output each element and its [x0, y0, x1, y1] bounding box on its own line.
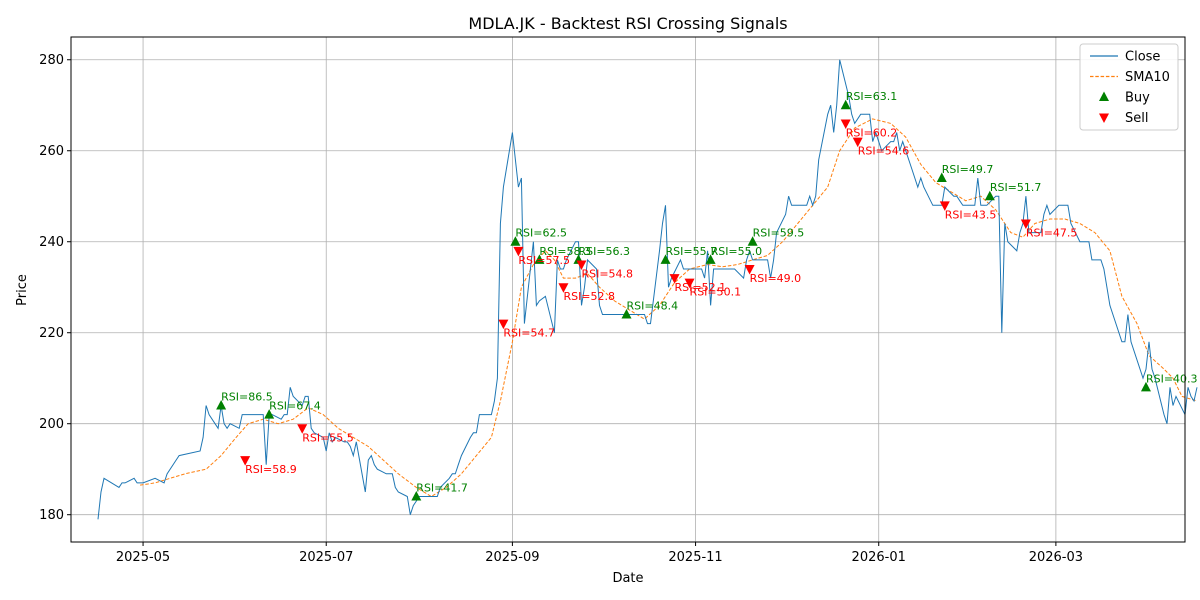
buy-marker: [660, 254, 671, 264]
buy-marker: [1140, 381, 1151, 392]
y-tick-label: 180: [39, 508, 64, 523]
x-tick-label: 2026-01: [852, 550, 906, 565]
x-axis-title: Date: [612, 571, 643, 586]
chart-title: MDLA.JK - Backtest RSI Crossing Signals: [468, 14, 787, 33]
sell-annotation: RSI=54.7: [503, 327, 555, 340]
sell-marker: [297, 424, 308, 434]
sell-annotation: RSI=52.8: [563, 290, 615, 303]
x-tick-label: 2025-07: [299, 550, 353, 565]
buy-annotation: RSI=55.0: [711, 245, 763, 258]
sell-annotation: RSI=52.1: [675, 281, 727, 294]
buy-marker: [216, 400, 227, 410]
buy-annotation: RSI=40.3: [1146, 372, 1198, 385]
sell-marker: [939, 201, 950, 211]
sell-marker: [669, 274, 680, 284]
buy-marker: [534, 254, 545, 264]
sell-marker: [513, 246, 524, 257]
buy-marker: [264, 409, 275, 419]
legend-label: Sell: [1125, 111, 1148, 126]
y-axis-title: Price: [15, 274, 30, 306]
legend-label: SMA10: [1125, 70, 1170, 85]
buy-annotation: RSI=41.7: [416, 482, 468, 495]
x-tick-label: 2026-03: [1029, 550, 1083, 565]
legend-label: Close: [1125, 50, 1160, 65]
sma10-line: [140, 118, 1198, 498]
buy-annotation: RSI=67.4: [269, 400, 321, 413]
y-tick-label: 200: [39, 417, 64, 432]
y-tick-label: 240: [39, 235, 64, 250]
x-tick-label: 2025-05: [116, 550, 170, 565]
buy-marker: [936, 172, 947, 183]
buy-marker: [510, 236, 521, 246]
legend-swatch-sell: [1099, 113, 1109, 123]
y-tick-label: 220: [39, 326, 64, 341]
sell-annotation: RSI=43.5: [945, 208, 997, 221]
buy-annotation: RSI=59.5: [753, 227, 805, 240]
sell-marker: [240, 456, 251, 466]
sell-annotation: RSI=54.6: [858, 145, 910, 158]
sell-annotation: RSI=54.8: [581, 267, 633, 280]
buy-marker: [705, 254, 716, 264]
sell-annotation: RSI=58.9: [245, 463, 297, 476]
sell-marker: [558, 283, 569, 293]
sma10-series: [140, 118, 1198, 498]
close-series: [97, 59, 1198, 520]
y-tick-label: 260: [39, 144, 64, 159]
sell-annotation: RSI=55.5: [302, 431, 354, 444]
sell-annotation: RSI=49.0: [750, 272, 802, 285]
sell-annotation: RSI=57.5: [518, 254, 570, 267]
sell-annotation: RSI=47.5: [1026, 227, 1078, 240]
legend: Close SMA10 Buy Sell: [1079, 43, 1179, 131]
sell-marker: [684, 278, 695, 289]
buy-marker: [621, 309, 632, 319]
sell-annotation: RSI=60.2: [846, 126, 898, 139]
buy-annotation: RSI=56.3: [578, 245, 630, 258]
axis-ticks: 2025-05 2025-07 2025-09 2025-11 2026-01 2026-…: [39, 53, 1083, 565]
buy-marker: [984, 190, 995, 201]
close-line: [97, 59, 1198, 520]
sell-marker: [744, 265, 755, 275]
buy-marker: [747, 236, 758, 246]
buy-annotation: RSI=49.7: [942, 163, 994, 176]
sell-marker: [1020, 219, 1031, 230]
legend-box: [1079, 43, 1179, 131]
buy-marker: [840, 99, 851, 110]
buy-annotation: RSI=48.4: [626, 300, 678, 313]
x-tick-label: 2025-09: [485, 550, 539, 565]
sell-marker: [498, 319, 509, 330]
buy-annotation: RSI=51.7: [990, 181, 1042, 194]
buy-annotation: RSI=62.5: [515, 227, 567, 240]
buy-annotation: RSI=58.3: [539, 245, 591, 258]
sell-annotation: RSI=50.1: [690, 286, 742, 299]
buy-annotation: RSI=63.1: [846, 90, 898, 103]
sell-marker: [576, 260, 587, 270]
buy-marker: [411, 491, 422, 501]
buy-annotation: RSI=86.5: [221, 391, 273, 404]
sell-marker: [852, 137, 863, 148]
x-tick-label: 2025-11: [668, 550, 722, 565]
buy-annotation: RSI=55.7: [666, 245, 718, 258]
legend-label: Buy: [1125, 91, 1150, 106]
legend-swatch-buy: [1099, 91, 1109, 101]
plot-area-frame: [70, 36, 1186, 543]
sell-marker: [840, 119, 851, 129]
y-tick-label: 280: [39, 53, 64, 68]
